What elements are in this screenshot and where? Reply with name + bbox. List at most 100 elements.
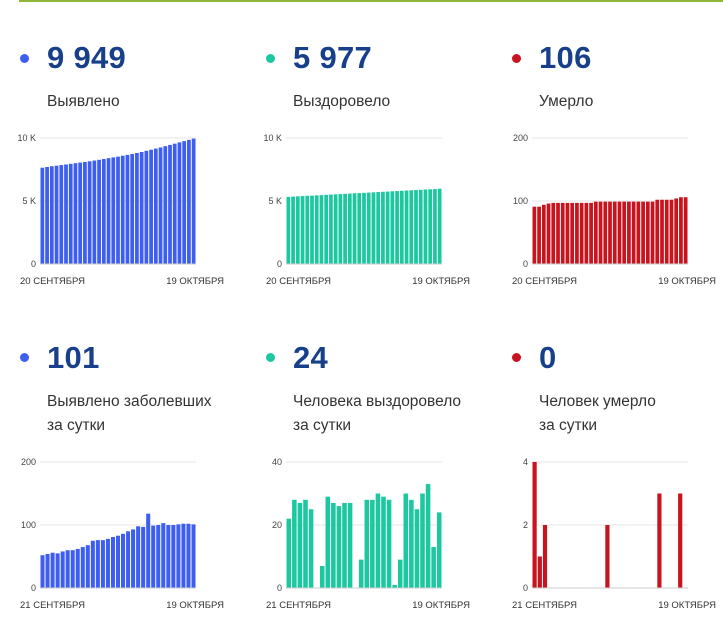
y-tick-label: 200 bbox=[21, 457, 36, 467]
x-end-label: 19 ОКТЯБРЯ bbox=[412, 600, 470, 611]
bar bbox=[433, 189, 437, 264]
bar bbox=[593, 201, 598, 264]
bar bbox=[144, 150, 149, 264]
bar bbox=[101, 159, 106, 264]
bar bbox=[45, 553, 50, 588]
bar bbox=[352, 193, 357, 264]
bar bbox=[371, 192, 376, 264]
y-tick-label: 40 bbox=[272, 457, 282, 467]
bar bbox=[364, 499, 370, 588]
bar bbox=[319, 195, 324, 264]
bar bbox=[357, 193, 362, 264]
series-dot bbox=[266, 54, 275, 63]
y-tick-label: 0 bbox=[523, 583, 528, 593]
panel-recovered: 5 977 Выздоровело 0 5 K 10 K 20 СЕНТЯБРЯ 19 … bbox=[263, 30, 501, 330]
bar bbox=[437, 188, 442, 264]
panel-died-daily: 0 Человек умерло за сутки 0 2 4 21 СЕНТЯБРЯ… bbox=[512, 340, 723, 640]
x-end-label: 19 ОКТЯБРЯ bbox=[658, 276, 716, 287]
panel-label-line1: Человек умерло bbox=[539, 393, 656, 410]
bar bbox=[537, 206, 541, 264]
bar bbox=[362, 192, 366, 264]
series-dot bbox=[20, 54, 29, 63]
bar bbox=[50, 552, 55, 588]
bar bbox=[420, 493, 425, 588]
bar bbox=[136, 526, 141, 588]
series-dot bbox=[512, 54, 521, 63]
bar bbox=[163, 146, 168, 264]
bar bbox=[139, 151, 144, 264]
y-tick-label: 5 K bbox=[22, 196, 36, 206]
bar bbox=[92, 160, 97, 264]
panel-label-line1: Выявлено заболевших bbox=[47, 393, 212, 410]
bar bbox=[655, 199, 660, 264]
chart-detected: 0 5 K 10 K 20 СЕНТЯБРЯ 19 ОКТЯБРЯ bbox=[17, 133, 224, 287]
panel-value: 9 949 bbox=[47, 40, 127, 75]
bar bbox=[85, 545, 90, 588]
panel-value: 24 bbox=[293, 340, 329, 375]
bar bbox=[55, 553, 60, 588]
panel-label: Выздоровело bbox=[293, 93, 391, 110]
panel-value: 0 bbox=[539, 340, 557, 375]
bar bbox=[80, 547, 85, 588]
bar bbox=[636, 201, 641, 264]
series-dot bbox=[20, 353, 29, 362]
bar bbox=[381, 496, 386, 588]
bar bbox=[116, 156, 120, 264]
bar bbox=[674, 198, 679, 264]
bar bbox=[171, 525, 176, 588]
bar bbox=[54, 165, 59, 264]
bar bbox=[303, 499, 308, 588]
top-divider bbox=[19, 0, 723, 2]
bar bbox=[551, 202, 556, 264]
bar bbox=[158, 147, 163, 264]
bar bbox=[428, 189, 433, 264]
bar bbox=[532, 462, 537, 588]
bar bbox=[650, 201, 655, 264]
bar bbox=[106, 158, 111, 264]
bar bbox=[425, 484, 431, 588]
bar bbox=[131, 529, 136, 588]
bar bbox=[338, 194, 343, 264]
x-start-label: 20 СЕНТЯБРЯ bbox=[20, 276, 85, 287]
bar bbox=[87, 161, 92, 264]
bar bbox=[187, 139, 191, 264]
bar bbox=[100, 540, 105, 588]
panel-label: Выявлено bbox=[47, 93, 120, 110]
bar bbox=[598, 201, 603, 264]
bar bbox=[64, 164, 68, 264]
bar bbox=[166, 525, 171, 588]
panel-died: 106 Умерло 0 100 200 20 СЕНТЯБРЯ 19 ОКТЯБРЯ bbox=[512, 30, 723, 330]
y-tick-label: 0 bbox=[31, 583, 36, 593]
bar bbox=[381, 191, 385, 264]
bar bbox=[390, 191, 395, 264]
x-end-label: 19 ОКТЯБРЯ bbox=[166, 600, 224, 611]
y-tick-label: 10 K bbox=[17, 133, 36, 143]
bar bbox=[161, 523, 166, 588]
bar bbox=[90, 540, 95, 588]
bar bbox=[347, 502, 353, 588]
y-tick-label: 0 bbox=[523, 259, 528, 269]
bar bbox=[135, 152, 139, 264]
bar bbox=[59, 165, 64, 264]
bar bbox=[376, 192, 381, 264]
bar bbox=[414, 509, 420, 588]
bar bbox=[612, 201, 617, 264]
bar bbox=[65, 550, 70, 588]
bar bbox=[657, 493, 662, 588]
x-end-label: 19 ОКТЯБРЯ bbox=[412, 276, 470, 287]
bar bbox=[575, 202, 579, 264]
bar bbox=[78, 162, 83, 264]
x-end-label: 19 ОКТЯБРЯ bbox=[166, 276, 224, 287]
bar bbox=[45, 166, 49, 264]
bar bbox=[347, 193, 352, 264]
bar bbox=[546, 203, 551, 264]
bar bbox=[60, 551, 65, 588]
panel-detected-daily: 101 Выявлено заболевших за сутки 0 100 200… bbox=[20, 340, 255, 640]
bar bbox=[176, 524, 181, 588]
bar bbox=[151, 525, 156, 588]
bar bbox=[556, 202, 560, 264]
bar bbox=[191, 138, 196, 264]
panel-label: Умерло bbox=[539, 93, 594, 110]
bar bbox=[153, 148, 158, 264]
bar bbox=[186, 523, 191, 588]
